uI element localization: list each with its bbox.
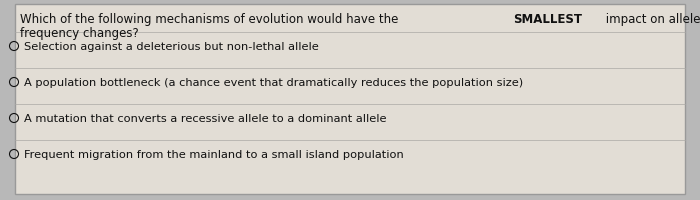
- Text: A mutation that converts a recessive allele to a dominant allele: A mutation that converts a recessive all…: [24, 113, 386, 123]
- Text: A population bottleneck (a chance event that dramatically reduces the population: A population bottleneck (a chance event …: [24, 78, 523, 88]
- Text: Frequent migration from the mainland to a small island population: Frequent migration from the mainland to …: [24, 149, 404, 159]
- Text: impact on allele: impact on allele: [602, 13, 700, 26]
- Text: frequency changes?: frequency changes?: [20, 27, 139, 40]
- Text: SMALLEST: SMALLEST: [513, 13, 582, 26]
- Text: Selection against a deleterious but non-lethal allele: Selection against a deleterious but non-…: [24, 42, 319, 52]
- Text: Which of the following mechanisms of evolution would have the: Which of the following mechanisms of evo…: [20, 13, 402, 26]
